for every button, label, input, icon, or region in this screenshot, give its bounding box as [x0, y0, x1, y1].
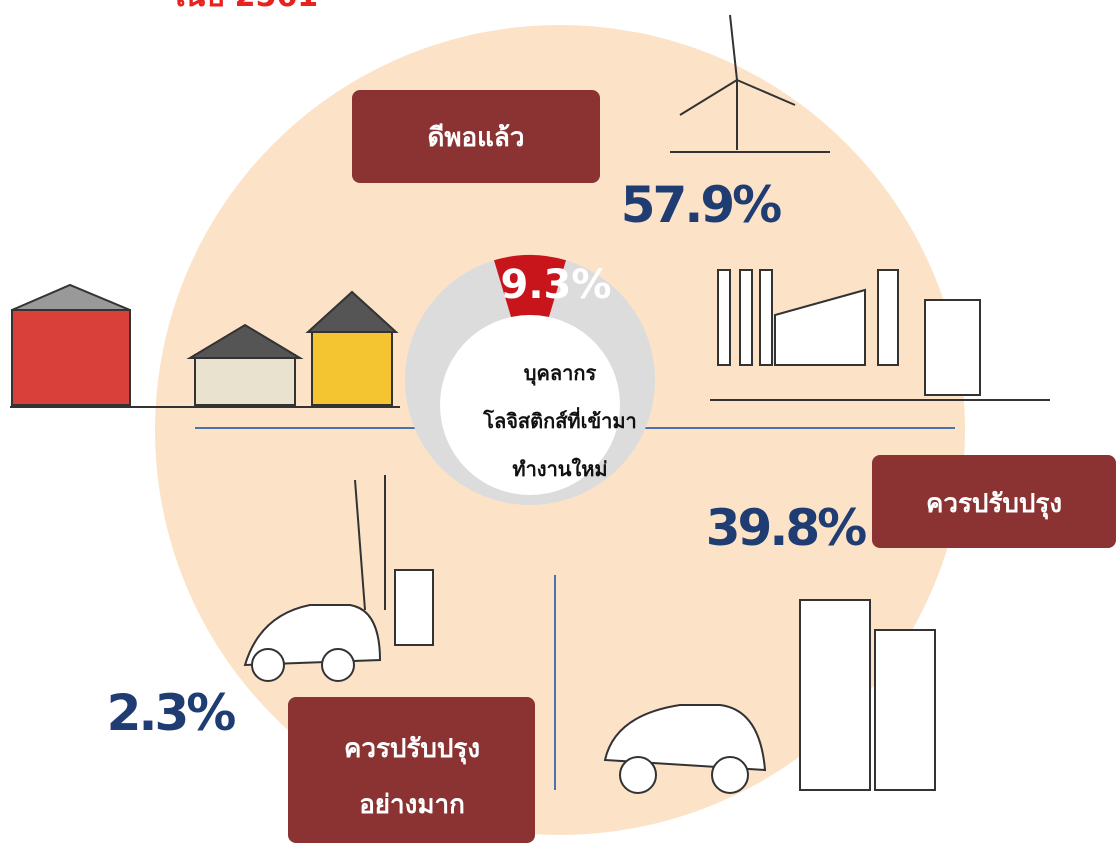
segment-value: 57.9%	[621, 176, 781, 234]
center-text: บุคลากร	[524, 361, 597, 386]
segment-label: อย่างมาก	[359, 790, 465, 820]
segment-label: ควรปรับปรุง	[926, 489, 1062, 520]
segment-value: 39.8%	[706, 499, 866, 557]
infographic: ในปี 2561 9.3% บุคลากร โลจิสติกส์ที่	[0, 0, 1116, 843]
center-value: 9.3%	[501, 262, 612, 308]
label-box	[288, 697, 535, 843]
segment-value: 2.3%	[107, 684, 236, 742]
center-text: ทำงานใหม่	[512, 457, 607, 481]
title: ในปี 2561	[170, 0, 318, 14]
center-text: โลจิสติกส์ที่เข้ามา	[482, 406, 637, 433]
page: ในปี 2561 9.3% บุคลากร โลจิสติกส์ที่	[0, 0, 1116, 843]
segment-label: ควรปรับปรุง	[344, 734, 480, 765]
segment-label: ดีพอแล้ว	[428, 123, 525, 153]
